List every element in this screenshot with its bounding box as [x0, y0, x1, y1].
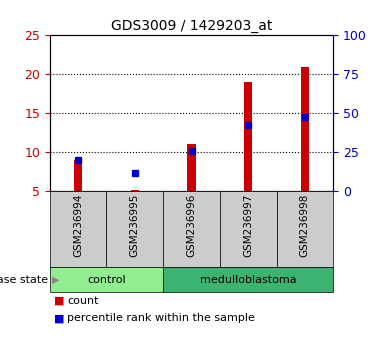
- Text: GSM236997: GSM236997: [243, 194, 253, 257]
- Bar: [74, 160, 82, 191]
- Bar: [301, 67, 309, 191]
- Bar: [244, 82, 252, 191]
- Text: disease state: disease state: [0, 275, 48, 285]
- Text: ▶: ▶: [52, 275, 59, 285]
- Bar: [187, 144, 196, 191]
- Text: percentile rank within the sample: percentile rank within the sample: [67, 313, 255, 323]
- Title: GDS3009 / 1429203_at: GDS3009 / 1429203_at: [111, 19, 272, 33]
- Text: count: count: [67, 296, 98, 306]
- Text: GSM236998: GSM236998: [300, 194, 310, 257]
- Text: control: control: [87, 275, 126, 285]
- Text: ■: ■: [54, 296, 64, 306]
- Text: medulloblastoma: medulloblastoma: [200, 275, 296, 285]
- Text: GSM236995: GSM236995: [130, 194, 140, 257]
- Text: GSM236996: GSM236996: [187, 194, 196, 257]
- Text: ■: ■: [54, 313, 64, 323]
- Text: GSM236994: GSM236994: [73, 194, 83, 257]
- Bar: [131, 190, 139, 191]
